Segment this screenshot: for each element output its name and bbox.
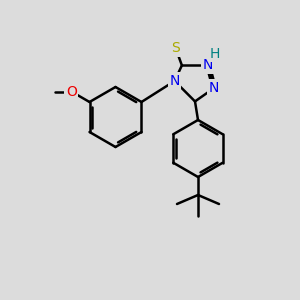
Text: N: N — [169, 74, 180, 88]
Text: N: N — [203, 58, 213, 72]
Text: O: O — [66, 85, 77, 98]
Text: H: H — [210, 47, 220, 61]
Text: N: N — [209, 81, 219, 95]
Text: S: S — [171, 41, 180, 56]
